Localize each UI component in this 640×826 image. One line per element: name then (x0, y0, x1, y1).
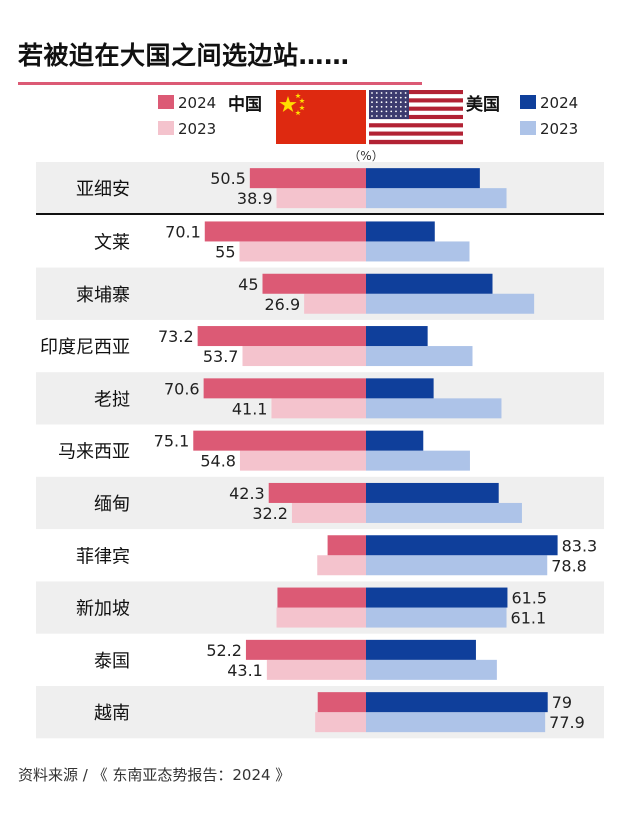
chart-title: 若被迫在大国之间选边站…… (18, 41, 350, 70)
bar-us-2023 (366, 398, 502, 419)
category-label: 缅甸 (94, 494, 130, 515)
source-note: 资料来源 / 《 东南亚态势报告：2024 》 (18, 766, 291, 784)
bar-china-2023 (271, 398, 366, 419)
bar-china-2024 (249, 168, 366, 189)
bar-us-2023 (366, 346, 473, 367)
legend-country-china: 中国 (228, 94, 262, 115)
bar-china-2024 (245, 639, 366, 660)
bar-us-2023 (366, 607, 507, 628)
category-label: 柬埔寨 (76, 285, 130, 306)
category-label: 泰国 (94, 651, 130, 672)
bar-us-2024 (366, 326, 428, 347)
bar-china-2023 (291, 502, 366, 523)
bar-us-2024 (366, 482, 499, 503)
legend-label-china-2024: 2024 (178, 94, 216, 112)
legend-swatch-china-2023 (158, 121, 174, 135)
bar-us-2023 (366, 188, 507, 209)
value-label-china-2023: 43.1 (227, 661, 263, 680)
bar-china-2023 (239, 450, 366, 471)
labels-layer: 亚细安 50.538.9 文莱 70.1 55 柬埔寨 45 26.9 印度尼西亚 73.2 53.… (40, 169, 597, 732)
category-label: 马来西亚 (58, 442, 130, 463)
bar-us-2024 (366, 168, 480, 189)
category-label: 亚细安 (76, 179, 130, 200)
value-label-china-2023: 26.9 (265, 295, 301, 314)
legend-label-china-2023: 2023 (178, 120, 216, 138)
bar-china-2023 (242, 346, 366, 367)
bar-china-2023 (276, 607, 366, 628)
legend-label-us-2023: 2023 (540, 120, 578, 138)
legend-swatch-us-2023 (520, 121, 536, 135)
bar-us-2024 (366, 587, 508, 608)
value-label-china-2023: 54.8 (200, 452, 236, 471)
bar-us-2023 (366, 555, 548, 576)
bar-us-2024 (366, 221, 435, 242)
value-label-china-2024: 50.5 (210, 169, 246, 188)
bar-china-2023 (317, 555, 366, 576)
bar-us-2023 (366, 450, 470, 471)
title-underline (18, 82, 422, 85)
bars-layer (193, 168, 558, 733)
value-label-china-2024: 70.6 (164, 379, 200, 398)
bar-us-2023 (366, 293, 535, 314)
value-label-us-2023: 77.9 (549, 713, 585, 732)
value-label-china-2023: 41.1 (232, 399, 268, 418)
bar-china-2024 (204, 221, 366, 242)
bar-china-2024 (262, 273, 366, 294)
value-label-china-2024: 42.3 (229, 484, 265, 503)
value-label-china-2023: 38.9 (237, 189, 273, 208)
bar-china-2024 (327, 535, 366, 556)
bar-china-2023 (276, 188, 366, 209)
bar-china-2023 (266, 659, 366, 680)
value-label-us-2023: 61.1 (511, 609, 547, 628)
category-label: 文莱 (94, 232, 130, 253)
bar-us-2023 (366, 712, 546, 733)
bar-us-2023 (366, 502, 522, 523)
legend-country-us: 美国 (466, 94, 500, 115)
legend: 2024 2023 中国 美国 2024 2023 （%） (158, 90, 578, 163)
bar-china-2023 (239, 241, 366, 262)
category-label: 菲律宾 (76, 546, 130, 567)
value-label-china-2023: 55 (215, 242, 235, 261)
bar-us-2024 (366, 535, 558, 556)
value-label-us-2023: 78.8 (551, 556, 587, 575)
bar-china-2024 (277, 587, 366, 608)
value-label-china-2024: 52.2 (206, 641, 242, 660)
chart-canvas: 亚细安 50.538.9 文莱 70.1 55 柬埔寨 45 26.9 印度尼西亚 73.2 53.… (36, 90, 604, 739)
legend-swatch-us-2024 (520, 95, 536, 109)
value-label-china-2024: 70.1 (165, 222, 201, 241)
value-label-china-2024: 75.1 (154, 432, 190, 451)
bar-china-2024 (203, 378, 366, 399)
unit-label: （%） (348, 149, 383, 163)
bar-us-2024 (366, 639, 476, 660)
bar-china-2024 (193, 430, 366, 451)
value-label-china-2024: 45 (238, 275, 258, 294)
bar-us-2024 (366, 273, 493, 294)
legend-label-us-2024: 2024 (540, 94, 578, 112)
value-label-china-2023: 32.2 (252, 504, 288, 523)
legend-swatch-china-2024 (158, 95, 174, 109)
bar-us-2024 (366, 692, 548, 713)
category-label: 老挝 (94, 389, 130, 410)
bar-us-2023 (366, 659, 497, 680)
us-flag-icon (369, 90, 463, 145)
bar-china-2024 (197, 326, 366, 347)
category-label: 越南 (94, 703, 130, 724)
bar-china-2023 (304, 293, 366, 314)
bar-china-2024 (317, 692, 366, 713)
value-label-us-2024: 61.5 (511, 589, 547, 608)
bar-china-2023 (315, 712, 366, 733)
china-flag-icon (276, 90, 366, 144)
bar-us-2024 (366, 430, 424, 451)
bar-us-2023 (366, 241, 470, 262)
value-label-us-2024: 79 (552, 693, 572, 712)
bar-china-2024 (268, 482, 366, 503)
category-label: 新加坡 (76, 599, 130, 620)
value-label-china-2023: 53.7 (203, 347, 239, 366)
value-label-us-2024: 83.3 (562, 536, 598, 555)
category-label: 印度尼西亚 (40, 337, 130, 358)
value-label-china-2024: 73.2 (158, 327, 194, 346)
bar-us-2024 (366, 378, 434, 399)
